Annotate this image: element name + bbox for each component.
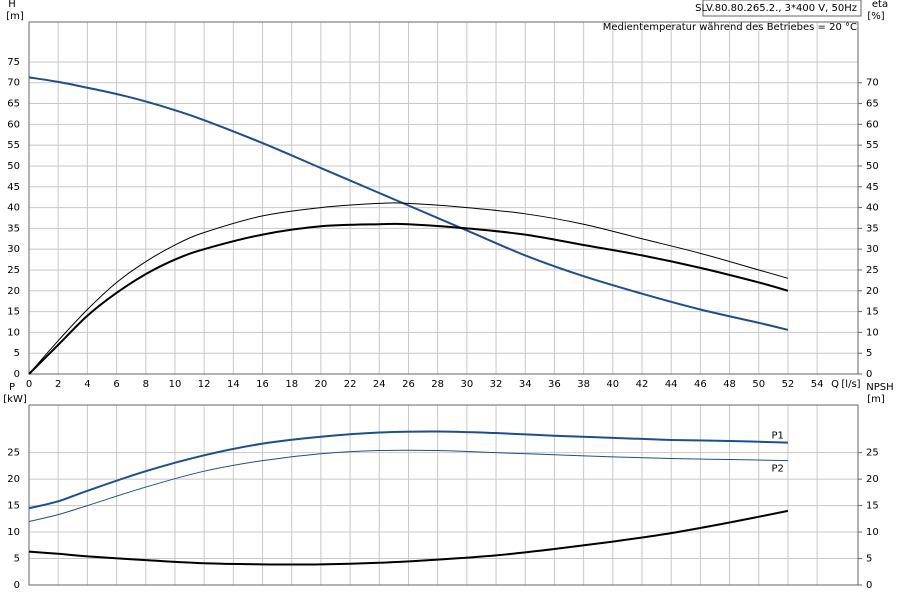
y2-tick-label: 5 <box>866 554 872 565</box>
y-tick-label: 70 <box>7 78 20 89</box>
plot-frame <box>28 21 859 375</box>
x-tick-label: 22 <box>344 379 357 390</box>
x-tick-label: 40 <box>606 379 619 390</box>
x-tick-label: 32 <box>490 379 503 390</box>
x-tick-label: 18 <box>285 379 298 390</box>
y-axis-label: P <box>9 382 15 393</box>
x-axis-unit: [l/s] <box>841 379 860 390</box>
y-tick-label: 25 <box>7 265 20 276</box>
x-tick-label: 12 <box>198 379 211 390</box>
y2-tick-label: 0 <box>866 369 872 380</box>
x-tick-label: 48 <box>723 379 736 390</box>
y-tick-label: 20 <box>7 286 20 297</box>
x-tick-label: 20 <box>315 379 328 390</box>
x-tick-label: 54 <box>811 379 824 390</box>
x-tick-label: 0 <box>26 379 32 390</box>
y-tick-label: 15 <box>7 307 20 318</box>
y2-tick-label: 30 <box>866 244 879 255</box>
x-tick-label: 6 <box>113 379 119 390</box>
x-tick-label: 50 <box>752 379 765 390</box>
y2-tick-label: 70 <box>866 78 879 89</box>
y2-tick-label: 20 <box>866 474 879 485</box>
header: SLV.80.80.265.2., 3*400 V, 50Hz <box>695 3 857 14</box>
x-tick-label: 24 <box>373 379 386 390</box>
y-tick-label: 25 <box>7 448 20 459</box>
x-tick-label: 30 <box>460 379 473 390</box>
y2-tick-label: 25 <box>866 448 879 459</box>
y2-tick-label: 10 <box>866 327 879 338</box>
x-tick-label: 16 <box>256 379 269 390</box>
x-tick-label: 2 <box>55 379 61 390</box>
y-tick-label: 30 <box>7 244 20 255</box>
y2-tick-label: 40 <box>866 203 879 214</box>
y2-tick-label: 20 <box>866 286 879 297</box>
y-tick-label: 55 <box>7 140 20 151</box>
y2-tick-label: 55 <box>866 140 879 151</box>
y-tick-label: 10 <box>7 527 20 538</box>
x-tick-label: 8 <box>143 379 149 390</box>
x-tick-label: 52 <box>782 379 795 390</box>
y-tick-label: 65 <box>7 99 20 110</box>
y-tick-label: 15 <box>7 501 20 512</box>
y-axis-unit: [m] <box>6 11 24 22</box>
y2-tick-label: 0 <box>866 580 872 591</box>
y2-tick-label: 45 <box>866 182 879 193</box>
y2-axis-unit: [%] <box>867 11 884 22</box>
x-tick-label: 34 <box>519 379 532 390</box>
y-tick-label: 45 <box>7 182 20 193</box>
x-tick-label: 44 <box>665 379 678 390</box>
x-tick-label: 4 <box>84 379 90 390</box>
curve <box>28 222 789 375</box>
y-tick-label: 35 <box>7 223 20 234</box>
y2-axis-unit: [m] <box>867 394 885 405</box>
x-tick-label: 38 <box>577 379 590 390</box>
y-tick-label: 0 <box>14 580 20 591</box>
y2-tick-label: 10 <box>866 527 879 538</box>
y2-tick-label: 15 <box>866 501 879 512</box>
y2-tick-label: 50 <box>866 161 879 172</box>
y2-tick-label: 15 <box>866 307 879 318</box>
curve-label: P1 <box>772 431 784 442</box>
x-tick-label: 46 <box>694 379 707 390</box>
x-tick-label: 26 <box>402 379 415 390</box>
y2-axis-label: eta <box>872 0 888 10</box>
y-tick-label: 40 <box>7 203 20 214</box>
plot-frame <box>28 404 859 586</box>
x-tick-label: 10 <box>169 379 182 390</box>
x-tick-label: 42 <box>636 379 649 390</box>
annotation: Medientemperatur während des Betriebes =… <box>603 22 857 33</box>
y2-tick-label: 5 <box>866 348 872 359</box>
x-axis-label: Q <box>831 379 839 390</box>
header-box <box>702 0 862 17</box>
y-axis-label: H <box>8 0 16 10</box>
y2-tick-label: 65 <box>866 99 879 110</box>
y-tick-label: 10 <box>7 327 20 338</box>
y-tick-label: 5 <box>14 554 20 565</box>
y-tick-label: 50 <box>7 161 20 172</box>
y2-tick-label: 35 <box>866 223 879 234</box>
y-tick-label: 5 <box>14 348 20 359</box>
y-tick-label: 60 <box>7 119 20 130</box>
y-axis-unit: [kW] <box>3 394 27 405</box>
curve <box>28 202 789 375</box>
x-tick-label: 14 <box>227 379 240 390</box>
y-tick-label: 0 <box>14 369 20 380</box>
y2-tick-label: 60 <box>866 119 879 130</box>
y2-tick-label: 25 <box>866 265 879 276</box>
y2-axis-label: NPSH <box>866 382 893 393</box>
curve <box>28 430 788 510</box>
curve-label: P2 <box>772 464 784 475</box>
x-tick-label: 36 <box>548 379 561 390</box>
curve <box>28 449 788 522</box>
y-tick-label: 20 <box>7 474 20 485</box>
curve <box>28 509 789 566</box>
curve <box>28 76 789 331</box>
x-tick-label: 28 <box>431 379 444 390</box>
y-tick-label: 75 <box>7 57 20 68</box>
